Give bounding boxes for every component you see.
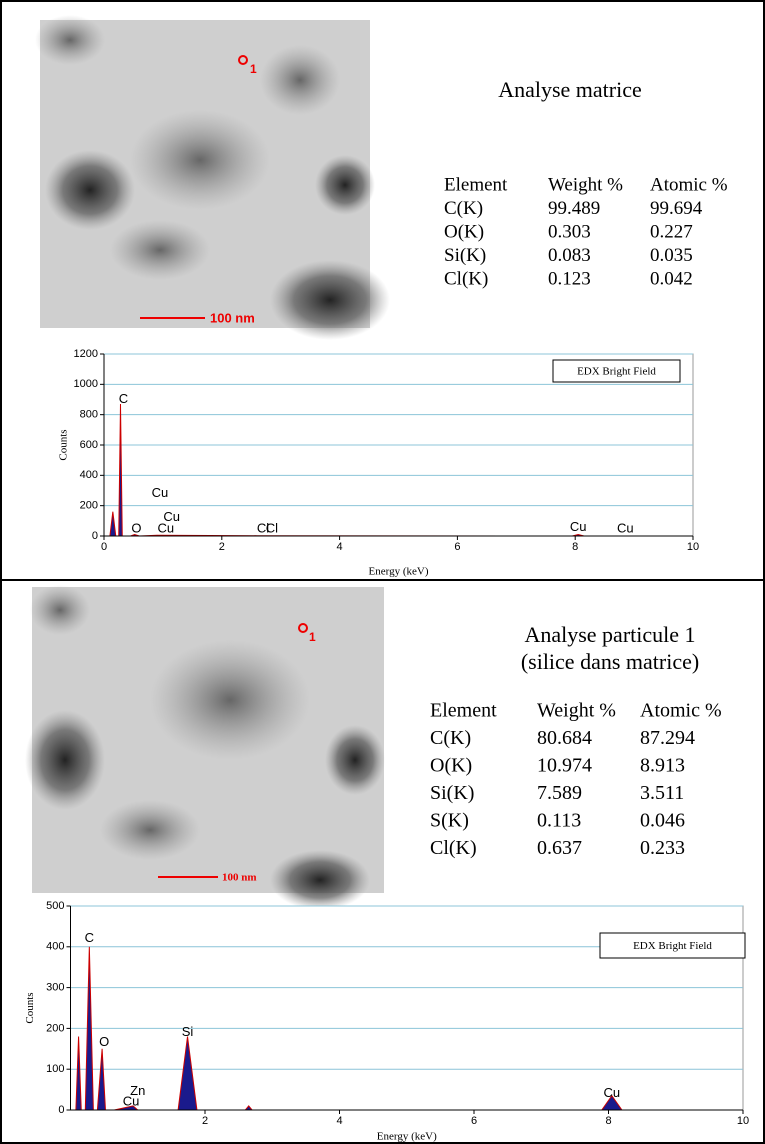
y-tick-label: 200 <box>80 500 98 512</box>
legend-box <box>599 932 746 959</box>
table-cell: 0.083 <box>548 245 591 266</box>
table-cell: 0.227 <box>650 221 693 242</box>
table-cell: 0.233 <box>640 837 685 859</box>
y-tick-label: 0 <box>92 530 98 542</box>
table-header: Atomic % <box>640 700 722 722</box>
peak-label: Cu <box>617 521 634 536</box>
x-tick-label: 2 <box>219 541 225 553</box>
table-cell: 0.035 <box>650 245 693 266</box>
table-cell: 0.303 <box>548 221 591 242</box>
micrograph <box>35 15 390 340</box>
legend-label: EDX Bright Field <box>577 366 656 378</box>
x-tick-label: 0 <box>101 541 107 553</box>
table-cell: 3.511 <box>640 782 684 804</box>
table-cell: 7.589 <box>537 782 582 804</box>
peak-label: C <box>85 930 94 945</box>
x-tick-label: 6 <box>471 1115 477 1127</box>
panel-title: Analyse matrice <box>498 77 642 102</box>
peak-label: Cl <box>257 521 269 536</box>
y-tick-label: 300 <box>46 982 64 994</box>
table-cell: 0.637 <box>537 837 582 859</box>
table-cell: S(K) <box>430 810 469 832</box>
y-tick-label: 800 <box>80 409 98 421</box>
peak-label: Zn <box>130 1083 145 1098</box>
table-cell: Si(K) <box>430 782 474 804</box>
table-cell: 80.684 <box>537 727 592 749</box>
panel-title: Analyse particule 1 <box>524 622 695 647</box>
y-tick-label: 100 <box>46 1063 64 1075</box>
peak-label: Cu <box>604 1085 621 1100</box>
peak-label: Cu <box>152 485 169 500</box>
table-header: Element <box>444 174 508 195</box>
peak-label: Cu <box>570 519 587 534</box>
y-tick-label: 1000 <box>74 378 98 390</box>
y-axis-label: Counts <box>58 429 70 460</box>
peak-label: Cu <box>163 509 180 524</box>
peak-label: Cu <box>123 1093 140 1108</box>
table-cell: 8.913 <box>640 755 685 777</box>
legend-box <box>552 359 681 383</box>
table-cell: Cl(K) <box>430 837 477 859</box>
table-cell: Cl(K) <box>444 268 488 289</box>
x-tick-label: 8 <box>605 1115 611 1127</box>
scale-label: 100 nm <box>210 310 255 325</box>
x-tick-label: 10 <box>737 1115 749 1127</box>
y-tick-label: 0 <box>58 1104 64 1116</box>
table-header: Weight % <box>548 174 623 195</box>
panel-title: (silice dans matrice) <box>521 649 699 674</box>
peak-label: O <box>131 521 141 536</box>
table-cell: 99.489 <box>548 198 600 219</box>
y-tick-label: 500 <box>46 900 64 912</box>
table-cell: 0.046 <box>640 810 685 832</box>
x-tick-label: 8 <box>572 541 578 553</box>
x-tick-label: 2 <box>202 1115 208 1127</box>
y-tick-label: 600 <box>80 439 98 451</box>
table-cell: 0.123 <box>548 268 591 289</box>
table-cell: O(K) <box>444 221 484 242</box>
table-cell: C(K) <box>444 198 483 219</box>
peak-label: Si <box>182 1024 194 1039</box>
y-tick-label: 200 <box>46 1022 64 1034</box>
table-cell: O(K) <box>430 755 472 777</box>
peak-label: O <box>99 1034 109 1049</box>
legend-label: EDX Bright Field <box>633 940 712 952</box>
y-tick-label: 400 <box>80 469 98 481</box>
table-header: Element <box>430 700 497 722</box>
table-header: Weight % <box>537 700 616 722</box>
table-cell: Si(K) <box>444 245 486 266</box>
micrograph <box>25 585 385 910</box>
marker-label: 1 <box>309 630 316 644</box>
y-axis-label: Counts <box>24 992 36 1023</box>
table-header: Atomic % <box>650 174 728 195</box>
y-tick-label: 400 <box>46 941 64 953</box>
table-cell: 87.294 <box>640 727 695 749</box>
peak-label: C <box>119 391 128 406</box>
peak-label: Cl <box>266 521 278 536</box>
table-cell: C(K) <box>430 727 471 749</box>
x-axis-label: Energy (keV) <box>377 1131 437 1143</box>
x-tick-label: 10 <box>687 541 699 553</box>
x-axis-label: Energy (keV) <box>369 566 429 578</box>
x-tick-label: 4 <box>336 1115 342 1127</box>
peak-label: Cu <box>158 521 175 536</box>
table-cell: 10.974 <box>537 755 592 777</box>
x-tick-label: 4 <box>337 541 343 553</box>
x-tick-label: 6 <box>454 541 460 553</box>
table-cell: 0.042 <box>650 268 693 289</box>
table-cell: 99.694 <box>650 198 703 219</box>
marker-label: 1 <box>250 62 257 76</box>
y-tick-label: 1200 <box>74 348 98 360</box>
scale-label: 100 nm <box>222 872 257 884</box>
table-cell: 0.113 <box>537 810 581 832</box>
